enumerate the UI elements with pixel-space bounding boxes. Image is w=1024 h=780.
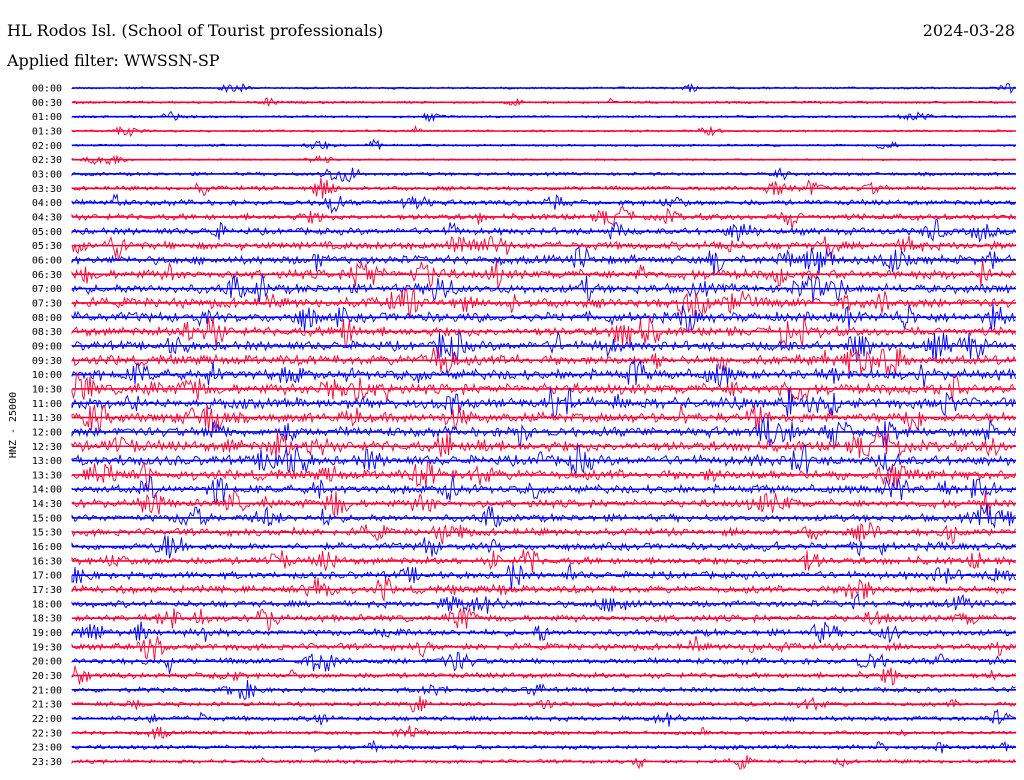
row-time-label: 16:30 [32,556,62,567]
row-time-label: 19:00 [32,628,62,639]
row-time-label: 01:30 [32,126,62,137]
trace-line [71,490,1016,517]
row-time-label: 02:30 [32,155,62,166]
row-time-label: 04:00 [32,198,62,209]
trace-line [71,562,1016,591]
row-time-label: 20:30 [32,671,62,682]
row-time-label: 09:30 [32,356,62,367]
trace-line [71,651,1016,675]
row-time-label: 05:30 [32,241,62,252]
row-time-label: 00:30 [32,98,62,109]
row-time-label: 15:00 [32,513,62,524]
row-time-label: 23:00 [32,743,62,754]
trace-line [71,193,1016,214]
row-time-label: 12:00 [32,427,62,438]
station-title: HL Rodos Isl. (School of Tourist profess… [7,21,383,40]
trace-line [71,330,1016,363]
row-time-label: 08:00 [32,313,62,324]
row-time-label: 08:30 [32,327,62,338]
row-time-label: 06:00 [32,255,62,266]
row-time-label: 07:30 [32,298,62,309]
row-time-label: 16:00 [32,542,62,553]
row-time-label: 03:00 [32,169,62,180]
row-time-label: 03:30 [32,184,62,195]
plot-date: 2024-03-28 [923,21,1015,40]
row-time-label: 09:00 [32,341,62,352]
trace-line [71,430,1016,459]
row-time-label: 11:00 [32,399,62,410]
row-time-label: 00:00 [32,84,62,95]
trace-line [71,695,1016,713]
row-time-label: 02:00 [32,141,62,152]
row-time-label: 17:00 [32,571,62,582]
row-time-label: 21:00 [32,685,62,696]
trace-line [71,235,1016,261]
channel-label: HNZ - 25000 [8,392,19,458]
row-time-label: 10:30 [32,384,62,395]
trace-rows: 00:00 00:30 01:00 01:30 02:00 02:30 03:00 03:30… [32,82,1016,770]
row-time-label: 14:30 [32,499,62,510]
row-time-label: 07:00 [32,284,62,295]
trace-line [71,245,1016,276]
trace-line [71,521,1016,545]
row-time-label: 18:30 [32,614,62,625]
row-time-label: 21:30 [32,700,62,711]
row-time-label: 01:00 [32,112,62,123]
row-time-label: 19:30 [32,642,62,653]
row-time-label: 22:00 [32,714,62,725]
trace-line [71,346,1016,376]
row-time-label: 18:00 [32,599,62,610]
row-time-label: 20:00 [32,657,62,668]
row-time-label: 13:00 [32,456,62,467]
row-time-label: 17:30 [32,585,62,596]
trace-line [71,503,1016,529]
trace-line [71,273,1016,303]
row-time-label: 15:30 [32,528,62,539]
row-time-label: 22:30 [32,728,62,739]
row-time-label: 06:30 [32,270,62,281]
trace-line [71,218,1016,243]
trace-line [71,606,1016,632]
row-time-label: 14:00 [32,485,62,496]
row-time-label: 10:00 [32,370,62,381]
row-time-label: 04:30 [32,212,62,223]
trace-line [71,444,1016,476]
row-time-label: 05:00 [32,227,62,238]
row-time-label: 12:30 [32,442,62,453]
row-time-label: 13:30 [32,470,62,481]
filter-label: Applied filter: WWSSN-SP [6,51,220,70]
row-time-label: 11:30 [32,413,62,424]
row-time-label: 23:30 [32,757,62,768]
trace-line [71,416,1016,448]
trace-line [71,679,1016,701]
trace-line [71,461,1016,493]
